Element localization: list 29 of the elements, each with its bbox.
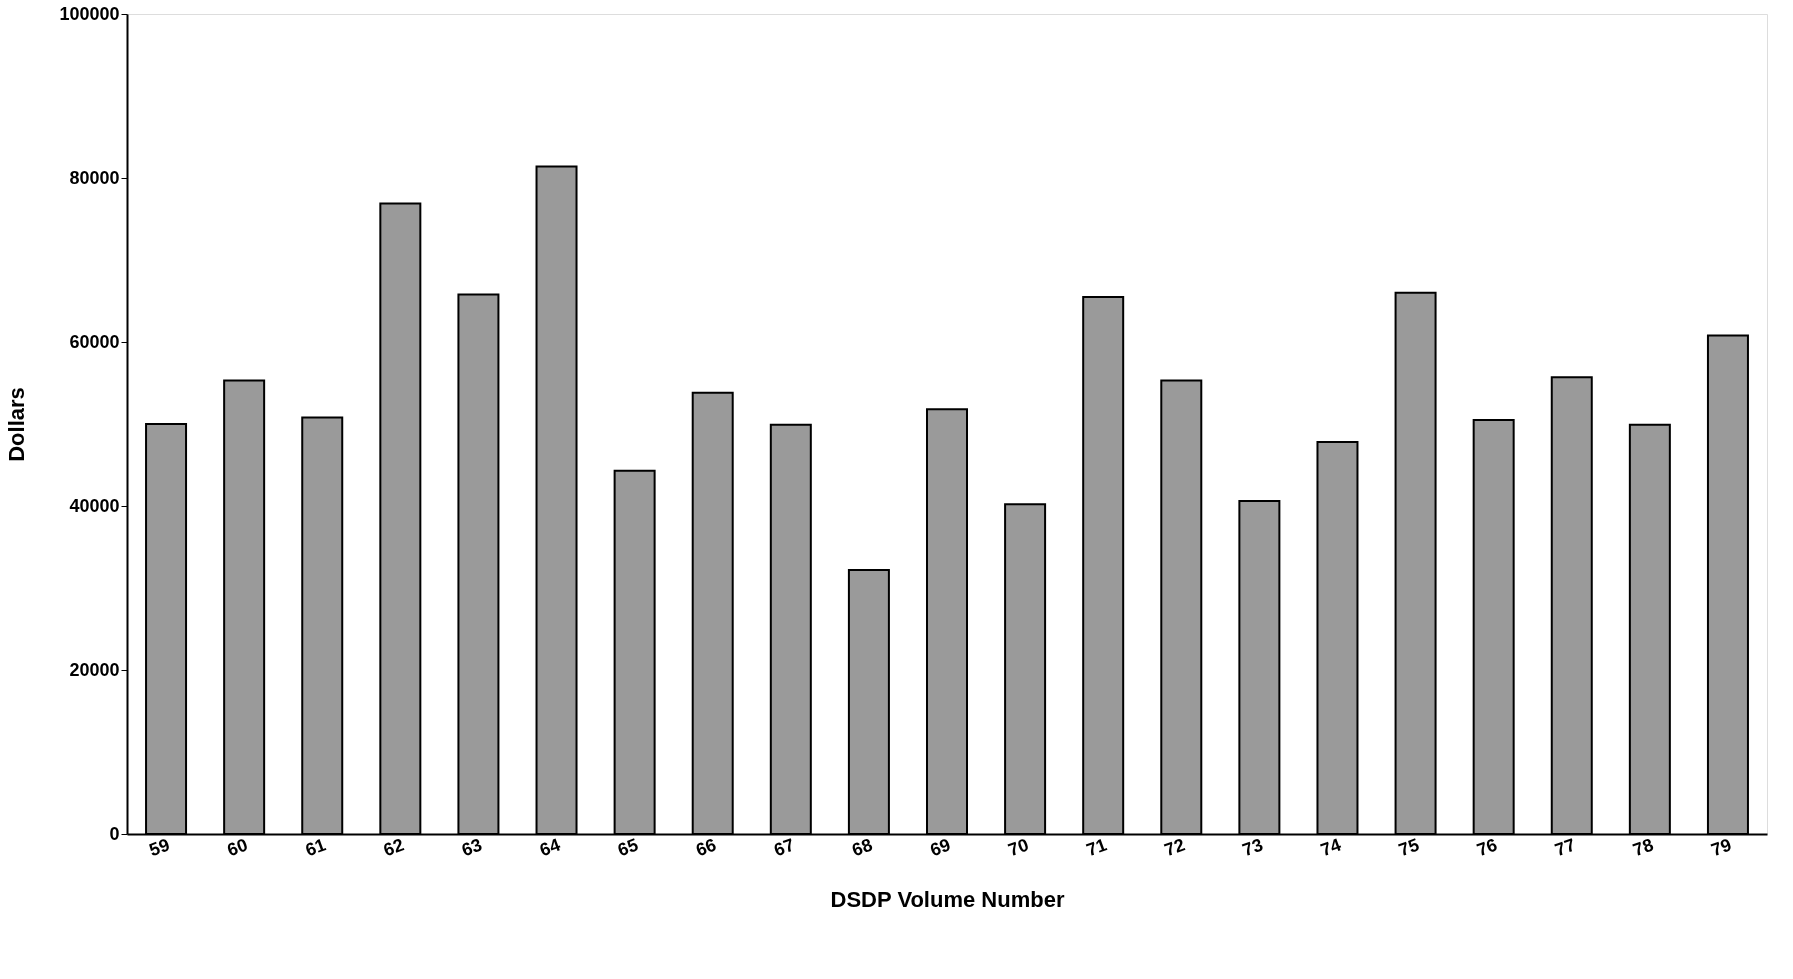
x-tick-label: 65 (615, 834, 641, 861)
x-tick-label: 74 (1317, 834, 1344, 861)
x-tick-label: 67 (771, 834, 797, 861)
x-tick-label: 62 (380, 834, 407, 861)
x-tick-label: 66 (693, 834, 719, 861)
x-tick-label: 64 (537, 834, 563, 861)
x-tick-label: 63 (458, 834, 485, 861)
y-tick-label: 80000 (69, 167, 120, 188)
x-tick-label: 71 (1083, 834, 1110, 861)
x-tick-label: 69 (927, 834, 954, 861)
x-axis-title: DSDP Volume Number (830, 887, 1065, 913)
x-tick-label: 70 (1005, 834, 1032, 861)
x-tick-label: 79 (1708, 834, 1735, 861)
x-tick-label: 73 (1239, 834, 1266, 861)
x-tick-label: 78 (1630, 834, 1657, 861)
x-tick-label: 72 (1161, 834, 1188, 861)
x-tick-label: 75 (1396, 834, 1422, 861)
y-tick-label: 100000 (59, 3, 120, 24)
y-tick-label: 20000 (69, 659, 120, 680)
y-tick-label: 40000 (69, 495, 120, 516)
y-axis-title: Dollars (4, 387, 30, 462)
x-tick-label: 68 (849, 834, 876, 861)
x-tick-label: 60 (224, 834, 251, 861)
x-tick-label: 61 (302, 834, 329, 861)
x-tick-label: 77 (1552, 834, 1578, 861)
x-tick-label: 76 (1474, 834, 1500, 861)
y-tick-label: 0 (109, 823, 120, 844)
x-tick-label: 59 (146, 834, 173, 861)
y-tick-label: 60000 (69, 331, 120, 352)
